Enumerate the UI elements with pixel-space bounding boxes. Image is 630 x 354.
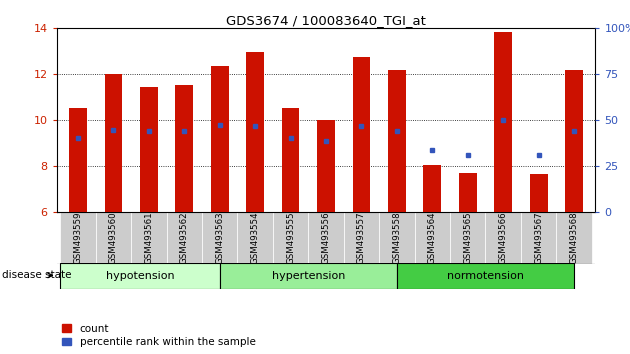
Text: GSM493561: GSM493561 (144, 212, 153, 264)
Text: GSM493560: GSM493560 (109, 212, 118, 264)
Bar (397, 263, 574, 289)
Bar (565, 70, 583, 212)
Bar (246, 52, 264, 212)
Text: GSM493564: GSM493564 (428, 212, 437, 264)
Bar (344, 212, 379, 264)
Bar (220, 263, 397, 289)
Text: GSM493558: GSM493558 (392, 212, 401, 264)
Bar (60, 263, 220, 289)
Title: GDS3674 / 100083640_TGI_at: GDS3674 / 100083640_TGI_at (226, 14, 426, 27)
Bar (282, 108, 299, 212)
Text: hypotension: hypotension (106, 271, 175, 281)
Legend: count, percentile rank within the sample: count, percentile rank within the sample (62, 324, 256, 347)
Bar (175, 85, 193, 212)
Text: GSM493566: GSM493566 (499, 212, 508, 264)
Bar (486, 212, 521, 264)
Bar (211, 66, 229, 212)
Bar (140, 87, 158, 212)
Text: GSM493557: GSM493557 (357, 212, 366, 264)
Bar (423, 165, 441, 212)
Text: GSM493565: GSM493565 (463, 212, 472, 264)
Text: GSM493559: GSM493559 (74, 212, 83, 264)
Bar (273, 212, 308, 264)
Text: GSM493567: GSM493567 (534, 212, 543, 264)
Text: hypertension: hypertension (272, 271, 345, 281)
Bar (308, 212, 344, 264)
Text: GSM493555: GSM493555 (286, 212, 295, 264)
Bar (388, 70, 406, 212)
Text: GSM493554: GSM493554 (251, 212, 260, 264)
Bar (105, 74, 122, 212)
Bar (556, 212, 592, 264)
Bar (353, 57, 370, 212)
Bar (379, 212, 415, 264)
Bar (60, 212, 96, 264)
Text: disease state: disease state (2, 270, 71, 280)
Bar (495, 32, 512, 212)
Bar (317, 120, 335, 212)
Bar (521, 212, 556, 264)
Bar (238, 212, 273, 264)
Bar (69, 108, 87, 212)
Bar (96, 212, 131, 264)
Bar (450, 212, 486, 264)
Text: GSM493562: GSM493562 (180, 212, 189, 264)
Text: GSM493563: GSM493563 (215, 212, 224, 264)
Bar (202, 212, 238, 264)
Bar (530, 175, 547, 212)
Bar (459, 173, 477, 212)
Bar (166, 212, 202, 264)
Bar (131, 212, 166, 264)
Text: GSM493568: GSM493568 (570, 212, 578, 264)
Bar (415, 212, 450, 264)
Text: normotension: normotension (447, 271, 524, 281)
Text: GSM493556: GSM493556 (321, 212, 331, 264)
